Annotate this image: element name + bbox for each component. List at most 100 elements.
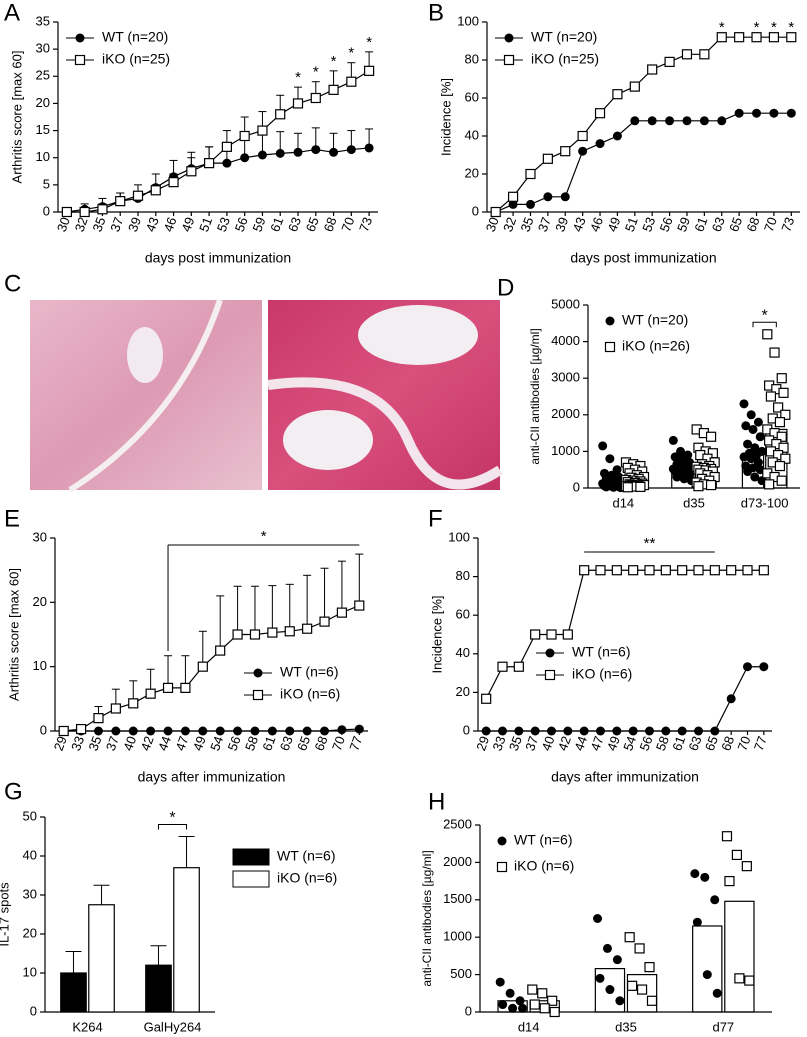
point (481, 726, 491, 736)
point (605, 454, 615, 464)
point (677, 565, 688, 576)
point (275, 148, 285, 158)
point (543, 192, 553, 202)
y-tick-label: 40 (456, 645, 470, 660)
x-tick-label: 56 (225, 734, 244, 753)
point (146, 726, 156, 736)
point (285, 726, 295, 736)
x-axis-label: days after immunization (138, 769, 286, 785)
point (168, 177, 179, 188)
point (743, 662, 752, 672)
x-tick-label: 77 (751, 734, 770, 753)
point (743, 439, 753, 449)
point (612, 89, 623, 100)
point (627, 980, 638, 991)
panel-label: A (4, 0, 20, 26)
point (699, 49, 710, 60)
point (776, 475, 787, 486)
x-tick-label: 37 (103, 734, 122, 753)
point (702, 970, 712, 980)
point (257, 125, 268, 136)
x-tick-label: 47 (172, 734, 191, 753)
point (721, 831, 733, 842)
y-tick-label: 4000 (551, 333, 580, 348)
series-line (66, 70, 370, 213)
point (605, 316, 615, 326)
series-line (495, 112, 792, 213)
histology-detail (283, 410, 373, 470)
point (545, 648, 555, 658)
point (742, 565, 753, 576)
point (595, 565, 606, 576)
point (198, 726, 208, 736)
point (690, 869, 700, 879)
point (539, 1003, 550, 1014)
y-tick-label: 40 (23, 847, 37, 862)
point (786, 108, 796, 118)
x-tick-label: d14 (518, 1019, 540, 1034)
panel-label: E (4, 505, 20, 532)
point (612, 955, 622, 965)
point (764, 479, 775, 490)
legend-label: iKO (n=25) (531, 51, 599, 67)
x-tick-label: 70 (338, 215, 357, 234)
point (364, 143, 374, 153)
x-tick-label: 30 (483, 215, 502, 234)
legend-swatch (232, 870, 270, 888)
significance-label: * (261, 528, 267, 545)
legend-label: iKO (n=6) (514, 858, 574, 874)
legend-label: WT (n=6) (514, 832, 572, 848)
point (497, 661, 508, 672)
point (249, 629, 261, 640)
point (337, 725, 347, 735)
x-tick-label: 65 (702, 734, 721, 753)
point (197, 661, 208, 672)
point (128, 726, 138, 736)
point (778, 442, 789, 453)
point (215, 645, 226, 656)
x-axis-label: days post immunization (570, 250, 716, 266)
point (319, 616, 330, 627)
point (635, 481, 646, 493)
point (250, 726, 260, 736)
point (677, 454, 687, 464)
x-tick-label: 56 (232, 215, 251, 234)
point (593, 914, 603, 923)
x-tick-label: 47 (588, 734, 607, 753)
point (644, 962, 655, 973)
point (596, 726, 605, 736)
y-tick-label: 35 (36, 13, 50, 28)
point (253, 668, 263, 678)
y-tick-label: 0 (30, 1003, 37, 1018)
y-tick-label: 5000 (551, 296, 580, 311)
y-tick-label: 0 (573, 479, 580, 494)
point (525, 199, 535, 209)
point (780, 409, 791, 420)
point (645, 726, 654, 736)
point (525, 168, 536, 180)
point (560, 192, 570, 202)
panel-label: B (428, 0, 444, 26)
point (726, 694, 736, 704)
x-tick-label: 70 (761, 215, 780, 234)
point (773, 402, 784, 413)
x-tick-label: 51 (622, 215, 641, 234)
point (579, 726, 589, 736)
significance-label: * (771, 19, 777, 36)
point (221, 141, 232, 152)
point (759, 662, 769, 672)
point (746, 454, 756, 464)
x-tick-label: 63 (709, 215, 728, 234)
x-tick-label: 54 (620, 734, 639, 753)
point (222, 158, 232, 168)
y-axis-label: Arthritis score [max 60] (9, 51, 24, 184)
y-tick-label: 1500 (443, 891, 472, 906)
point (132, 190, 144, 201)
y-tick-label: 20 (23, 925, 37, 940)
y-tick-label: 40 (465, 127, 479, 142)
point (681, 49, 693, 60)
y-tick-label: 30 (23, 886, 37, 901)
point (180, 726, 190, 736)
point (665, 116, 675, 126)
